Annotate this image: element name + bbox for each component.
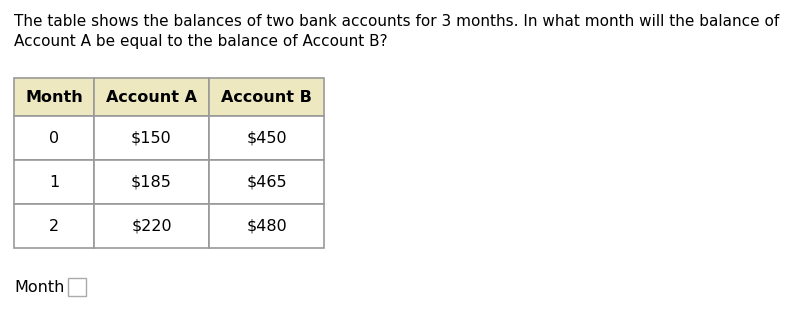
Text: $150: $150: [131, 130, 172, 146]
Text: Month: Month: [25, 90, 83, 105]
Bar: [14, 116, 94, 160]
Bar: [94, 204, 209, 248]
Text: Account A: Account A: [106, 90, 197, 105]
Text: Month: Month: [14, 280, 64, 296]
Text: $185: $185: [131, 175, 172, 190]
Bar: [68, 278, 86, 296]
Bar: [14, 160, 94, 204]
Text: 2: 2: [49, 219, 59, 233]
Text: The table shows the balances of two bank accounts for 3 months. In what month wi: The table shows the balances of two bank…: [14, 14, 779, 29]
Bar: [14, 204, 94, 248]
Bar: [94, 116, 209, 160]
Text: $480: $480: [246, 219, 287, 233]
Bar: [209, 78, 324, 116]
Text: Account A be equal to the balance of Account B?: Account A be equal to the balance of Acc…: [14, 34, 388, 49]
Text: $220: $220: [131, 219, 172, 233]
Bar: [209, 204, 324, 248]
Text: $450: $450: [246, 130, 287, 146]
Text: Account B: Account B: [221, 90, 312, 105]
Bar: [94, 78, 209, 116]
Text: 1: 1: [49, 175, 59, 190]
Bar: [94, 160, 209, 204]
Text: $465: $465: [246, 175, 287, 190]
Text: 0: 0: [49, 130, 59, 146]
Bar: [209, 116, 324, 160]
Bar: [209, 160, 324, 204]
Bar: [14, 78, 94, 116]
